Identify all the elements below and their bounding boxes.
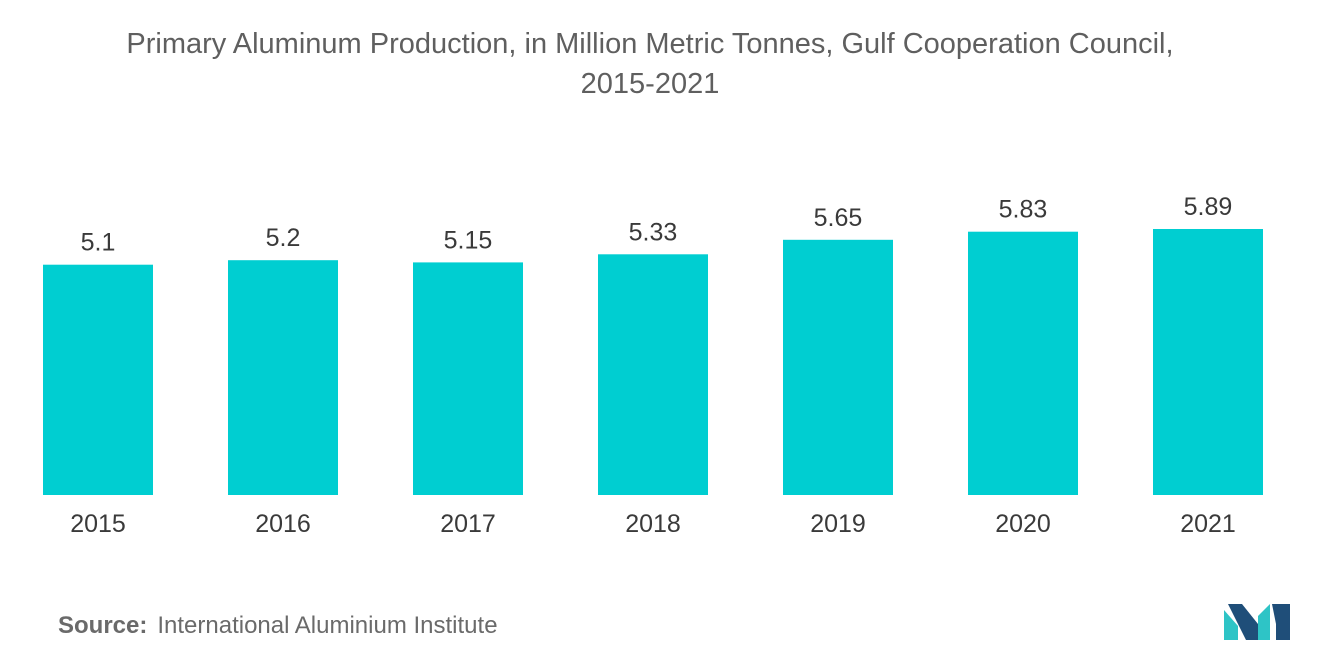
bar-2020 <box>968 231 1078 495</box>
bar-2017 <box>413 262 523 495</box>
x-tick-label-2018: 2018 <box>625 510 681 538</box>
bar-series <box>43 229 1263 495</box>
source-text: International Aluminium Institute <box>157 612 498 639</box>
x-tick-label-2019: 2019 <box>810 510 866 538</box>
chart-title-line-2: 2015-2021 <box>580 68 720 100</box>
bar-2015 <box>43 264 153 495</box>
data-label-2019: 5.65 <box>814 204 863 232</box>
mordor-intelligence-logo-icon <box>1224 604 1290 640</box>
data-label-2016: 5.2 <box>266 224 301 252</box>
data-label-2017: 5.15 <box>444 226 493 254</box>
data-label-2020: 5.83 <box>999 196 1048 224</box>
data-label-2018: 5.33 <box>629 218 678 246</box>
x-tick-label-2015: 2015 <box>70 510 126 538</box>
x-axis-tick-labels: 2015 2016 2017 2018 2019 2020 2021 <box>70 510 1236 538</box>
bar-2018 <box>598 254 708 495</box>
x-tick-label-2021: 2021 <box>1180 510 1236 538</box>
data-label-2021: 5.89 <box>1184 193 1233 221</box>
bar-2016 <box>228 260 338 495</box>
source-label: Source: <box>58 612 148 639</box>
x-tick-label-2017: 2017 <box>440 510 496 538</box>
data-labels: 5.1 5.2 5.15 5.33 5.65 5.83 5.89 <box>81 193 1233 257</box>
chart-title: Primary Aluminum Production, in Million … <box>40 24 1260 104</box>
data-label-2015: 5.1 <box>81 229 116 257</box>
x-tick-label-2020: 2020 <box>995 510 1051 538</box>
bar-2021 <box>1153 229 1263 495</box>
source-note: Source: International Aluminium Institute <box>58 612 498 640</box>
bar-2019 <box>783 239 893 495</box>
x-tick-label-2016: 2016 <box>255 510 311 538</box>
chart-title-line-1: Primary Aluminum Production, in Million … <box>126 28 1174 60</box>
